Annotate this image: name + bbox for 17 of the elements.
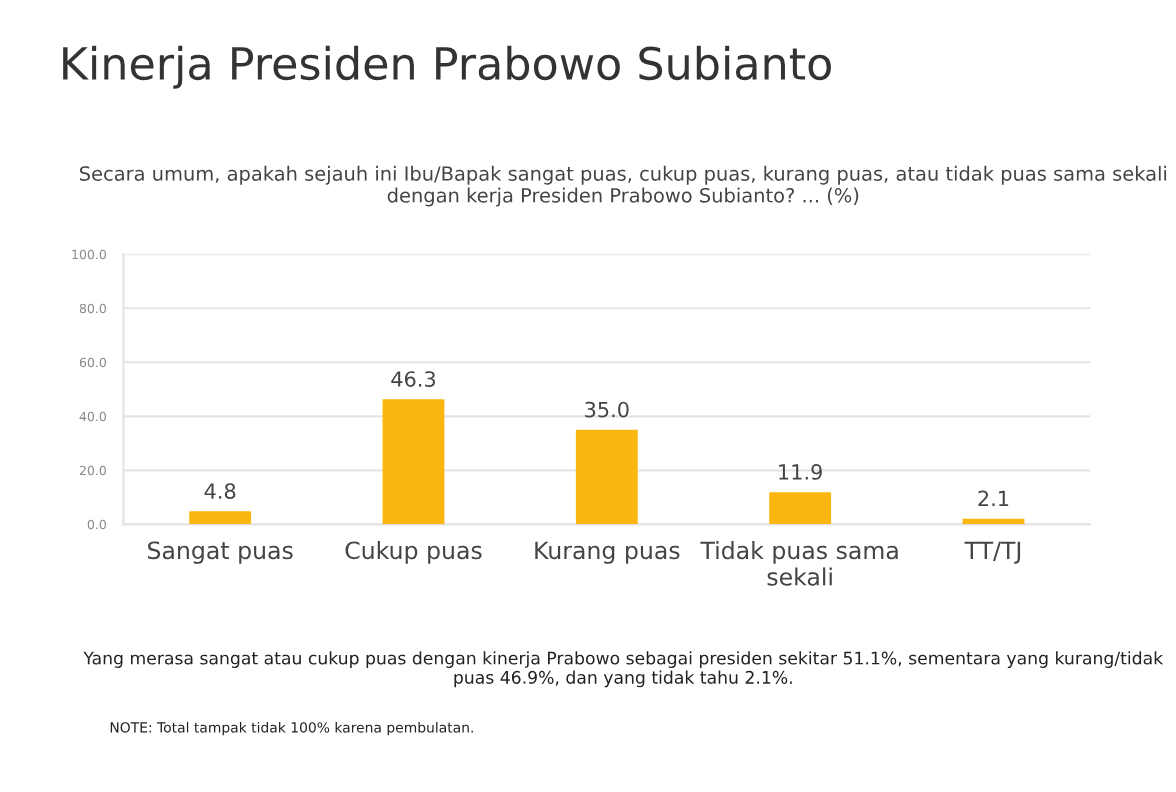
- bar: [575, 429, 638, 525]
- x-tick-label: Cukup puas: [345, 540, 482, 564]
- x-tick-label: Tidak puas sama sekali: [700, 540, 898, 586]
- data-label: 2.1: [978, 490, 1009, 506]
- bar: [189, 511, 252, 525]
- chart-subtitle: Secara umum, apakah sejauh ini Ibu/Bapak sangat puas, cukup puas, kurang puas, atau tidak puas sama sekali dengan kerja Presiden Prabowo Subianto? ... (%): [80, 165, 1167, 207]
- data-label: 46.3: [391, 371, 436, 387]
- data-label: 35.0: [585, 401, 629, 418]
- bar: [382, 399, 445, 525]
- text: Yang merasa sangat atau cukup puas dengan kinerja Prabowo sebagai presiden sekitar 51.1%, sementara yang kurang/tidak puas 46.9%, dan yang tidak tahu 2.1%.: [83, 651, 1164, 688]
- data-label: 4.8: [204, 483, 236, 499]
- x-tick-label: TT/TJ: [964, 541, 1021, 564]
- x-tick-label: Sangat puas: [148, 541, 293, 564]
- bar: [769, 492, 832, 525]
- chart-title: Kinerja Presiden Prabowo Subianto: [63, 45, 831, 89]
- data-label: 11.9: [779, 464, 822, 480]
- x-tick-label: Kurang puas: [535, 541, 680, 564]
